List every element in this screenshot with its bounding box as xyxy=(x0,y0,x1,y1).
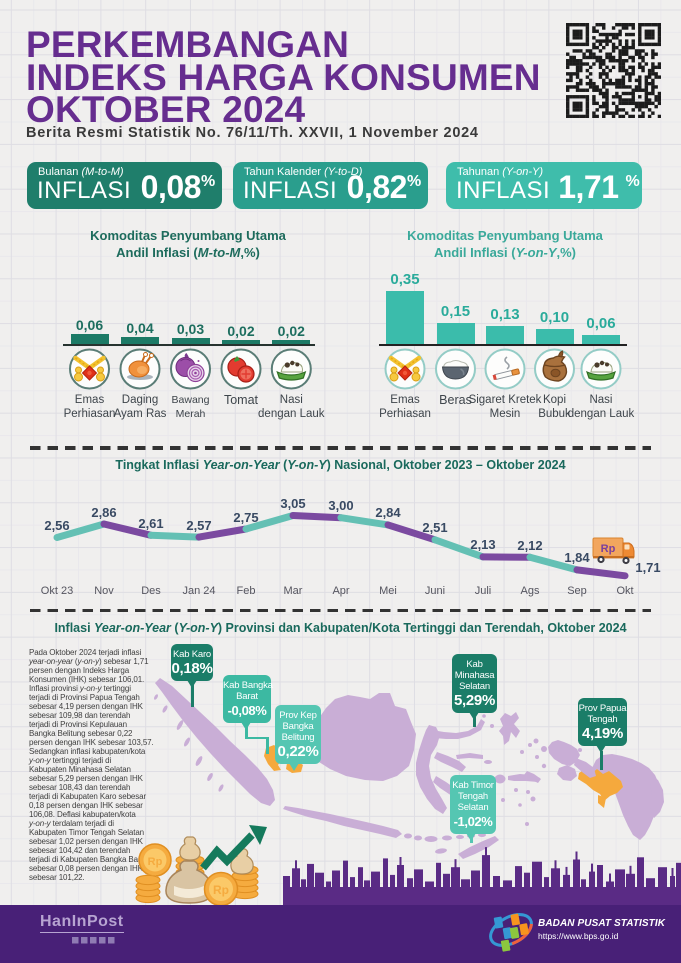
svg-text:Rp: Rp xyxy=(213,883,229,897)
svg-text:Rp: Rp xyxy=(601,543,616,555)
svg-text:Rp: Rp xyxy=(148,856,163,868)
